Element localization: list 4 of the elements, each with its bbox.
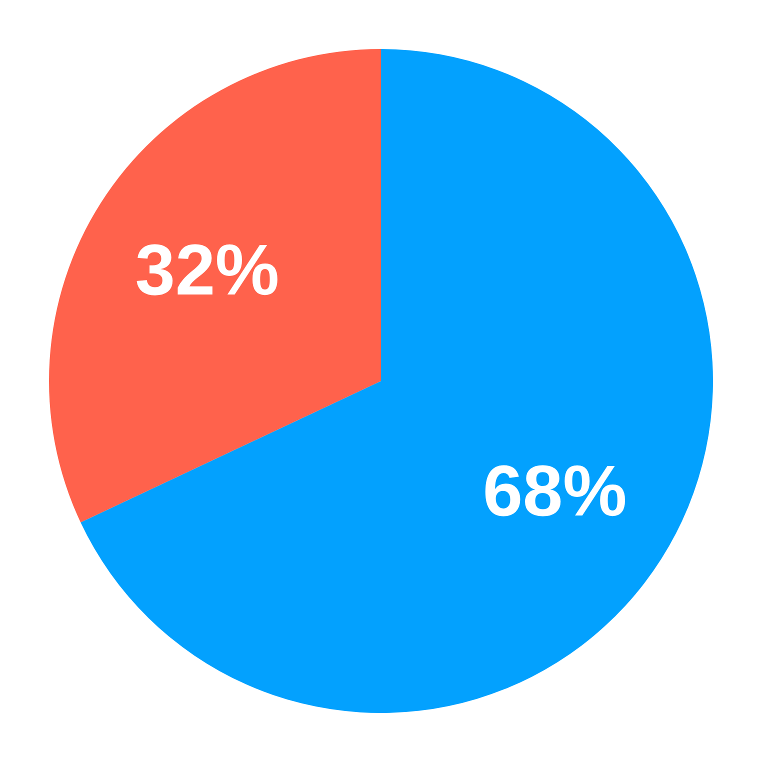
pie-slice: [50, 49, 381, 522]
data-label: 68%: [482, 451, 627, 532]
pie-slice: [80, 49, 713, 713]
data-label: 32%: [135, 230, 280, 311]
